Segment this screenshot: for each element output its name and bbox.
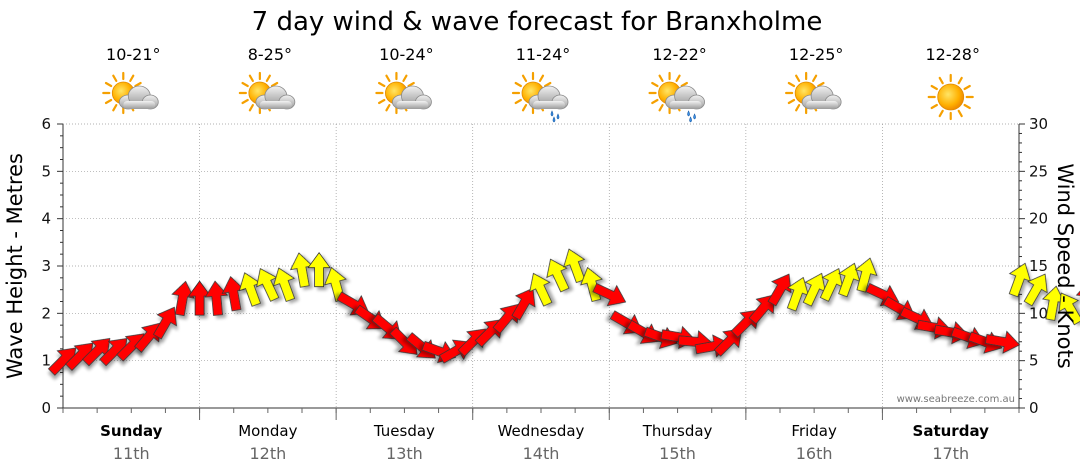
day-name-label: Monday: [238, 422, 297, 440]
right-axis-title: Wind Speed - Knots: [1053, 163, 1077, 368]
wind-arrow: [171, 280, 195, 317]
day-temp-range: 12-22°: [652, 45, 707, 64]
day-name-label: Friday: [791, 422, 837, 440]
left-axis-title: Wave Height - Metres: [3, 153, 27, 379]
day-date-label: 15th: [659, 444, 696, 463]
wind-arrow: [1023, 273, 1048, 307]
day-temp-range: 12-28°: [925, 45, 980, 64]
day-name-label: Saturday: [913, 422, 990, 440]
day-name-label: Wednesday: [498, 422, 585, 440]
day-temp-range: 10-21°: [106, 45, 161, 64]
partly-cloudy-icon: [102, 71, 159, 115]
right-ticks: 0 5 10 15 20 25 30: [1019, 115, 1048, 417]
partly-cloudy-icon: [375, 71, 432, 115]
left-ticks: 0 1 2 3 4 5 6: [41, 115, 63, 417]
wind-arrow: [307, 252, 331, 288]
right-tick-label: 20: [1029, 210, 1048, 228]
day-temp-range: 8-25°: [248, 45, 292, 64]
left-tick-label: 4: [41, 210, 51, 228]
wind-arrow: [511, 287, 536, 321]
plot-area: 0 1 2 3 4 5 6 0 5 10 15 20 25 30: [41, 115, 1080, 420]
wind-arrow: [134, 322, 161, 353]
day-name-label: Sunday: [100, 422, 163, 440]
wind-arrow: [854, 257, 878, 293]
day-temp-range: 10-24°: [379, 45, 434, 64]
left-tick-label: 1: [41, 352, 51, 370]
left-tick-label: 3: [41, 257, 51, 275]
day-headers: 10-21° 8-25° 10-24° 11-24° 12-22° 12-25° 12-28…: [102, 45, 980, 123]
day-labels: Sunday 11th Monday 12th Tuesday 13th Wednesday…: [100, 422, 989, 463]
left-tick-label: 6: [41, 115, 51, 133]
wind-arrow: [272, 267, 296, 302]
wind-arrow: [529, 272, 553, 307]
day-name-label: Tuesday: [373, 422, 435, 440]
day-date-label: 13th: [386, 444, 423, 463]
right-tick-label: 15: [1029, 257, 1048, 275]
wind-arrow: [1075, 280, 1080, 316]
day-temp-range: 11-24°: [516, 45, 571, 64]
wind-arrow: [838, 262, 861, 298]
wind-arrow: [984, 330, 1021, 354]
wind-arrow: [767, 273, 792, 307]
wind-arrow: [204, 280, 229, 316]
right-tick-label: 5: [1029, 352, 1039, 370]
right-tick-label: 0: [1029, 399, 1039, 417]
wind-arrow: [563, 248, 586, 284]
chart-title: 7 day wind & wave forecast for Branxholm…: [252, 7, 823, 37]
partly-cloudy-icon: [238, 71, 296, 115]
partly-cloudy-icon: [785, 71, 842, 115]
right-tick-label: 30: [1029, 115, 1048, 133]
wind-arrow: [1058, 292, 1080, 326]
wind-arrow: [289, 252, 314, 288]
right-tick-label: 25: [1029, 162, 1048, 180]
sunny-icon: [927, 73, 974, 121]
partly-cloudy-showers-icon: [511, 71, 569, 123]
wind-arrow: [592, 283, 627, 307]
wind-arrows: [47, 248, 1080, 376]
left-tick-label: 0: [41, 399, 51, 417]
wind-arrow: [152, 306, 177, 340]
left-tick-label: 2: [41, 304, 51, 322]
wind-arrow: [748, 294, 775, 325]
left-tick-label: 5: [41, 162, 51, 180]
right-tick-label: 10: [1029, 304, 1048, 322]
day-date-label: 14th: [523, 444, 560, 463]
partly-cloudy-showers-icon: [648, 71, 705, 123]
day-date-label: 16th: [796, 444, 833, 463]
wind-arrow: [492, 303, 519, 334]
day-date-label: 12th: [249, 444, 286, 463]
day-date-label: 11th: [113, 444, 150, 463]
wind-arrow: [713, 328, 743, 357]
day-name-label: Thursday: [642, 422, 713, 440]
day-temp-range: 12-25°: [789, 45, 844, 64]
day-date-label: 17th: [932, 444, 969, 463]
credit-text: www.seabreeze.com.au: [897, 394, 1015, 405]
